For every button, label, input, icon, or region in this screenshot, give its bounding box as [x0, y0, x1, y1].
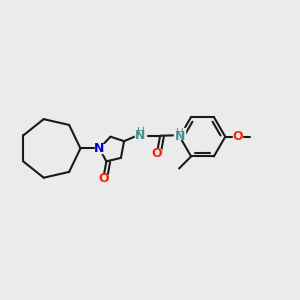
Text: N: N: [175, 130, 185, 143]
Text: O: O: [152, 147, 162, 160]
Bar: [95, 144, 104, 153]
Text: N: N: [94, 142, 105, 155]
Text: H: H: [136, 127, 144, 137]
Text: H: H: [176, 128, 184, 138]
Text: N: N: [135, 129, 146, 142]
Text: O: O: [98, 172, 109, 185]
Bar: [135, 128, 146, 138]
Bar: [233, 133, 242, 140]
Bar: [152, 149, 161, 157]
Bar: [174, 128, 185, 139]
Text: O: O: [232, 130, 243, 143]
Bar: [99, 175, 108, 183]
